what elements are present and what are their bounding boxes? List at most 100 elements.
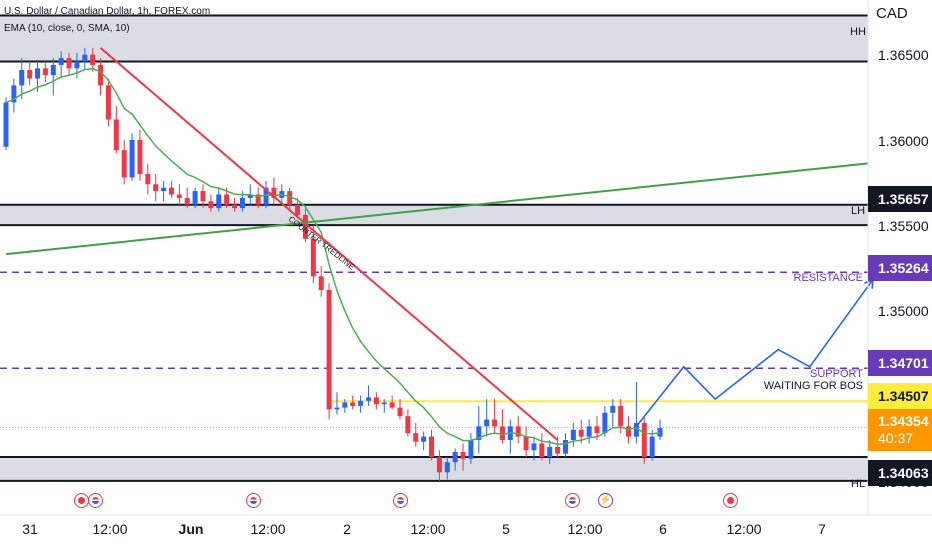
candle-body <box>19 70 25 86</box>
x-tick: 7 <box>818 521 826 537</box>
candle-body <box>641 422 647 458</box>
candle-body <box>35 68 41 79</box>
hl-price-tag: 1.34063 <box>868 460 932 486</box>
candle-body <box>161 187 167 192</box>
candle-body <box>547 446 553 458</box>
candle-body <box>295 204 301 215</box>
y-tick: 1.35000 <box>878 303 929 319</box>
candle-body <box>66 58 72 69</box>
candle-body <box>626 426 632 437</box>
candle-body <box>444 462 450 473</box>
x-tick: Jun <box>178 521 204 537</box>
candle-body <box>263 187 269 205</box>
candle-body <box>232 204 238 209</box>
candle-body <box>476 426 482 441</box>
candle-body <box>578 429 584 437</box>
candle-body <box>421 436 427 442</box>
candle-body <box>50 64 56 76</box>
candle-body <box>484 419 490 427</box>
candle-body <box>586 426 592 437</box>
us-flag-icon[interactable] <box>393 493 408 508</box>
lightning-icon[interactable]: ⚡ <box>598 493 613 508</box>
candle-body <box>113 119 119 151</box>
candle-body <box>27 70 33 79</box>
candle-body <box>287 191 293 205</box>
candle-body <box>310 238 316 277</box>
zones-layer <box>0 14 868 482</box>
symbol-title[interactable]: U.S. Dollar / Canadian Dollar, 1h, FOREX… <box>4 6 211 17</box>
overlays-layer <box>5 47 874 446</box>
ema-line <box>5 67 661 446</box>
x-tick: 12:00 <box>92 521 128 537</box>
candle-body <box>468 440 474 459</box>
canada-flag-icon[interactable] <box>723 493 738 508</box>
resistance-label: RESISTANCE <box>793 272 863 284</box>
candle-body <box>192 191 198 205</box>
candle-body <box>649 436 655 458</box>
candle-body <box>224 194 230 205</box>
candles-layer <box>3 47 663 481</box>
candle-body <box>318 276 324 290</box>
candle-body <box>216 194 222 209</box>
candle-body <box>200 191 206 202</box>
candle-body <box>350 402 356 406</box>
y-tick: 1.35500 <box>878 218 929 234</box>
candle-body <box>492 419 498 427</box>
candle-body <box>326 289 332 410</box>
candle-body <box>460 451 466 459</box>
canada-flag-icon[interactable] <box>74 493 89 508</box>
candle-body <box>531 443 537 451</box>
us-flag-icon[interactable] <box>246 493 261 508</box>
zone-lh <box>0 204 868 226</box>
candle-body <box>562 440 568 454</box>
zone-label-hl: HL <box>851 478 866 490</box>
candle-body <box>105 85 111 120</box>
candle-body <box>334 407 340 410</box>
long-trendline <box>5 162 869 256</box>
indicator-legend[interactable]: EMA (10, close, 0, SMA, 10) <box>4 23 130 34</box>
candle-body <box>82 54 88 62</box>
candle-body <box>515 426 521 437</box>
candle-body <box>137 139 143 175</box>
level-lines-layer <box>0 271 868 428</box>
candle-body <box>342 402 348 408</box>
x-tick: 12:00 <box>410 521 446 537</box>
candle-body <box>413 433 419 442</box>
x-tick: 2 <box>343 521 351 537</box>
bos-price-tag: 1.34507 <box>868 383 932 409</box>
candle-body <box>74 61 80 69</box>
x-tick: 12:00 <box>250 521 286 537</box>
candle-body <box>523 436 529 451</box>
bar-countdown: 40:37 <box>878 430 914 446</box>
y-tick: 1.36500 <box>878 47 929 63</box>
zone-hl <box>0 457 868 481</box>
candle-body <box>247 194 253 198</box>
candle-body <box>405 416 411 434</box>
candle-body <box>618 405 624 427</box>
x-tick: 12:00 <box>726 521 762 537</box>
candle-body <box>358 400 364 406</box>
candle-body <box>602 412 608 434</box>
candle-body <box>633 422 639 437</box>
candle-body <box>389 402 395 408</box>
zone-hh <box>0 15 868 62</box>
zone-label-lh: LH <box>851 205 866 217</box>
candle-body <box>452 451 458 463</box>
candle-body <box>42 68 48 76</box>
us-flag-icon[interactable] <box>88 493 103 508</box>
candle-body <box>121 150 127 178</box>
candle-body <box>594 426 600 434</box>
candle-body <box>98 64 104 86</box>
lh-price-tag: 1.35657 <box>868 186 932 212</box>
candle-body <box>610 405 616 413</box>
currency-label[interactable]: CAD <box>876 5 908 22</box>
candle-body <box>176 194 182 198</box>
candle-body <box>499 426 505 441</box>
x-tick: 6 <box>659 521 667 537</box>
x-tick: 12:00 <box>567 521 603 537</box>
candle-body <box>90 54 96 65</box>
resistance-price-tag: 1.35264 <box>868 255 932 281</box>
us-flag-icon[interactable] <box>565 493 580 508</box>
candle-body <box>3 102 9 147</box>
